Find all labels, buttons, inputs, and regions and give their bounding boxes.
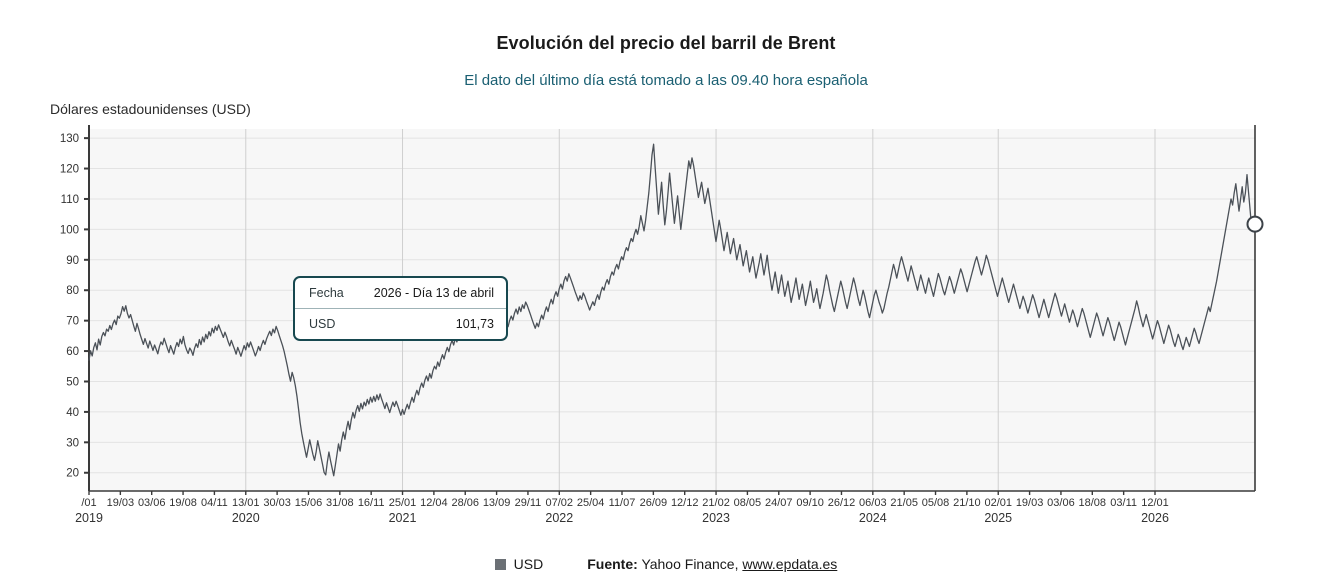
x-axis-year-label: 2026 [1141,511,1169,525]
y-tick-label: 90 [66,255,79,267]
y-tick-label: 80 [66,285,79,297]
x-tick-label: 16/11 [358,497,385,509]
x-tick-label: 19/03 [107,497,135,509]
tooltip-date-key: Fecha [309,286,344,300]
x-tick-label: 08/05 [734,497,762,509]
x-tick-label: 12/01 [1141,497,1169,509]
source-text: Yahoo Finance, [641,556,739,572]
x-tick-label: 13/01 [232,497,260,509]
source-link[interactable]: www.epdata.es [742,556,838,572]
x-tick-label: 03/06 [138,497,166,509]
x-tick-label: 21/10 [953,497,981,509]
chart-subtitle: El dato del último día está tomado a las… [464,72,868,89]
y-axis-title: Dólares estadounidenses (USD) [50,101,251,117]
x-tick-label: 07/02 [546,497,574,509]
x-tick-label: 11/07 [609,497,636,509]
x-tick-label: 15/06 [295,497,323,509]
y-tick-label: 70 [66,316,79,328]
tooltip-value-row: USD 101,73 [295,309,506,339]
page-title: Evolución del precio del barril de Brent [496,33,836,53]
legend-swatch-usd [494,558,506,570]
x-tick-label: 19/08 [169,497,197,509]
legend-label-usd: USD [513,556,544,572]
x-axis-year-label: 2022 [545,511,573,525]
x-tick-label: 06/03 [859,497,887,509]
x-tick-label: 21/02 [702,497,730,509]
x-tick-label: 25/01 [389,497,417,509]
x-axis-year-label: 2023 [702,511,730,525]
source-label: Fuente: [587,556,638,572]
selected-point-marker[interactable] [1246,215,1264,233]
x-tick-label: 02/01 [984,497,1012,509]
y-tick-label: 30 [66,437,79,449]
x-tick-label: 13/09 [483,497,511,509]
y-tick-label: 40 [66,407,79,419]
y-tick-label: 20 [66,468,79,480]
x-tick-label: 26/09 [640,497,668,509]
y-tick-label: 110 [61,194,79,206]
y-tick-label: 60 [66,346,79,358]
y-tick-label: 130 [60,133,79,145]
x-tick-label: 29/11 [515,497,542,509]
tooltip-date-row: Fecha 2026 - Día 13 de abril [295,278,506,309]
x-axis-year-label: 2019 [75,511,103,525]
x-tick-label: 03/11 [1110,497,1137,509]
data-tooltip: Fecha 2026 - Día 13 de abril USD 101,73 [293,276,508,341]
x-tick-label: 05/08 [922,497,950,509]
x-tick-label: 28/06 [451,497,479,509]
tooltip-value-value: 101,73 [455,317,494,331]
x-tick-label: 03/06 [1047,497,1075,509]
tooltip-value-key: USD [309,317,336,331]
x-tick-label: 18/08 [1079,497,1107,509]
x-axis-year-label: 2020 [232,511,260,525]
y-tick-label: 120 [60,164,79,176]
data-series-usd [88,143,1256,477]
chart-footer: USD Fuente: Yahoo Finance, www.epdata.es [0,556,1332,572]
x-axis-year-label: 2025 [984,511,1012,525]
x-tick-label: 12/04 [420,497,448,509]
legend[interactable]: USD [494,556,544,572]
y-tick-label: 50 [66,376,79,388]
x-tick-label: 09/10 [796,497,824,509]
x-tick-label: 25/04 [577,497,605,509]
x-axis-year-label: 2021 [389,511,417,525]
source-note: Fuente: Yahoo Finance, www.epdata.es [587,556,837,572]
x-tick-label: 24/07 [765,497,793,509]
tooltip-date-value: 2026 - Día 13 de abril [373,286,494,300]
y-tick-label: 100 [60,224,79,236]
x-tick-label: 31/08 [326,497,354,509]
x-tick-label: 26/12 [828,497,856,509]
x-tick-label: 21/05 [890,497,918,509]
x-tick-label: 30/03 [263,497,291,509]
x-tick-label: 12/12 [671,497,699,509]
x-tick-label: 19/03 [1016,497,1044,509]
x-tick-label: /01 [81,497,96,509]
x-tick-label: 04/11 [201,497,228,509]
x-axis-year-label: 2024 [859,511,887,525]
